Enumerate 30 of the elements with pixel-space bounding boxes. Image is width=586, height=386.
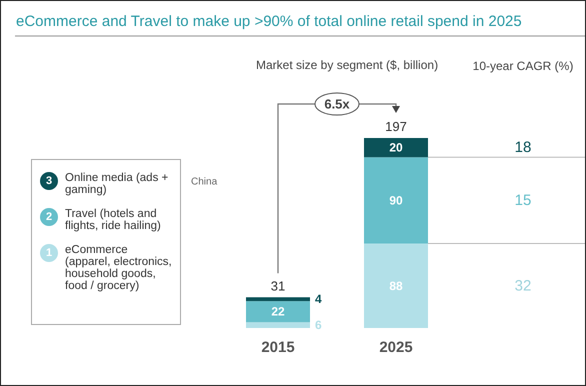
legend-label: Travel (hotels and flights, ride hailing) <box>65 208 162 232</box>
data-label: 20 <box>389 140 403 155</box>
text: 18 <box>514 139 532 156</box>
text: 10-year CAGR (%) <box>472 59 574 73</box>
data-label: 4 <box>315 292 322 306</box>
x-tick-label: 2025 <box>379 339 413 356</box>
x-tick-label: 2015 <box>261 339 295 356</box>
text: 3 <box>40 172 58 190</box>
text: 32 <box>514 277 532 294</box>
data-label: 6 <box>315 318 322 332</box>
text: 1 <box>40 244 58 262</box>
bar <box>246 322 310 328</box>
text: 2 <box>40 208 58 226</box>
chart-title: eCommerce and Travel to make up >90% of total online retail spend in 2025 <box>16 13 522 30</box>
bar <box>246 301 310 322</box>
data-label: 90 <box>389 193 403 208</box>
bar <box>364 157 428 244</box>
data-label: 88 <box>389 278 403 293</box>
legend-label: eCommerce (apparel, electronics, household goods, food / grocery) <box>65 244 172 292</box>
legend-label: Online media (ads + gaming) <box>65 172 170 196</box>
total-label: 31 <box>270 278 286 294</box>
chart-subtitle: Market size by segment ($, billion) <box>256 58 438 72</box>
total-label: 197 <box>385 119 407 134</box>
bar <box>364 244 428 328</box>
text: 6.5x <box>324 96 350 112</box>
bar <box>246 297 310 302</box>
bar <box>364 138 428 158</box>
text: China <box>191 176 218 188</box>
data-label: 22 <box>271 304 285 319</box>
text: 15 <box>514 192 532 209</box>
